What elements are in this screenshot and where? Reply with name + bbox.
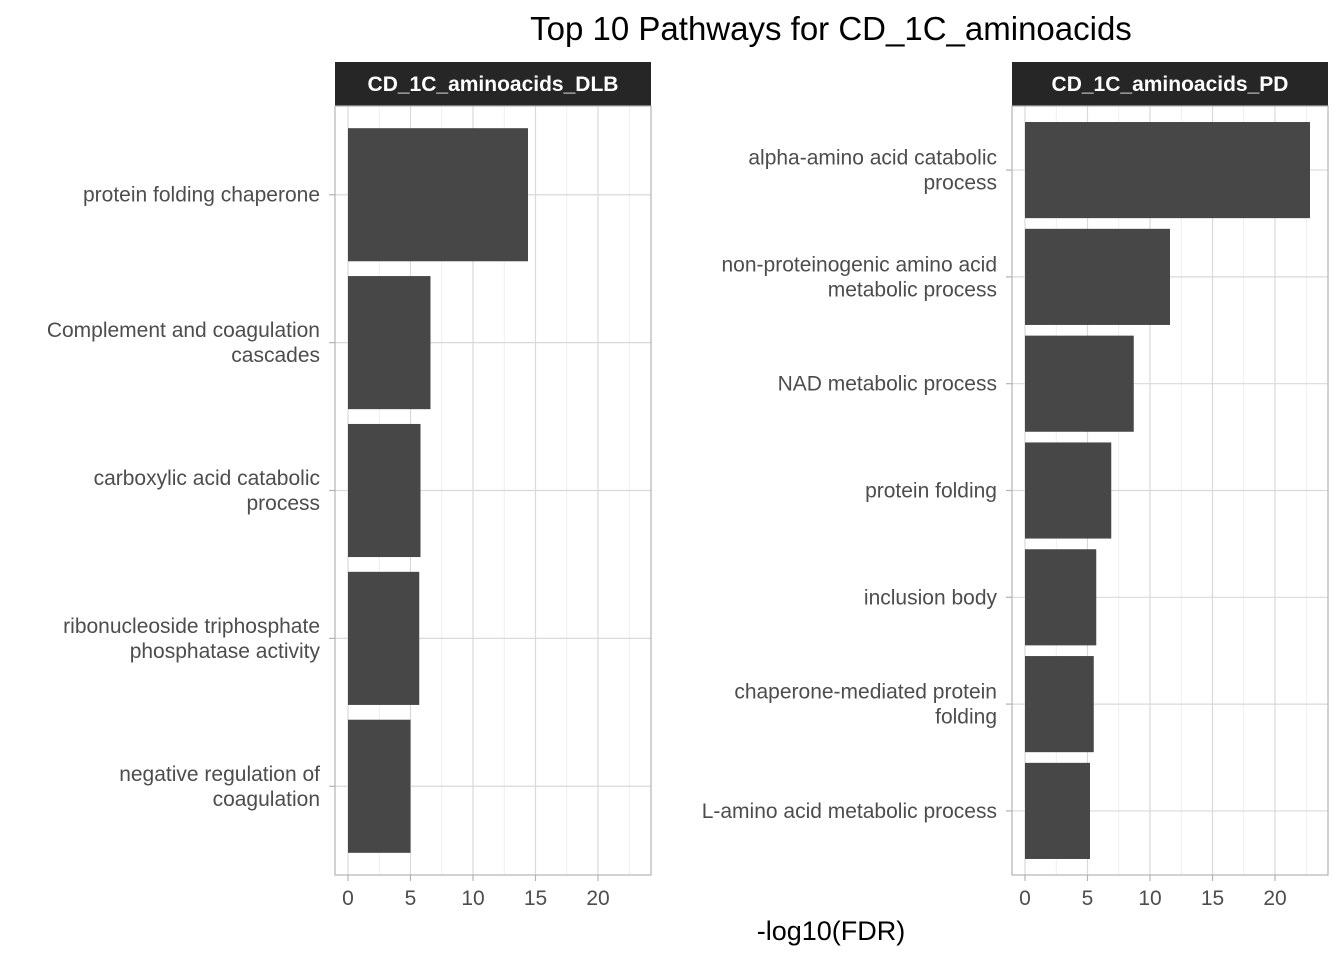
category-label-line: carboxylic acid catabolic xyxy=(94,467,320,490)
category-label-line: protein folding xyxy=(865,480,997,503)
bar xyxy=(1025,122,1310,219)
category-label: protein folding chaperone xyxy=(83,184,320,207)
category-label: ribonucleoside triphosphate phosphatase a… xyxy=(63,615,320,663)
chart-title: Top 10 Pathways for CD_1C_aminoacids xyxy=(530,10,1132,47)
category-label: NAD metabolic process xyxy=(778,373,997,396)
facet-strip-label: CD_1C_aminoacids_PD xyxy=(1052,73,1289,96)
bar xyxy=(1025,228,1170,325)
category-label: carboxylic acid catabolic process xyxy=(94,467,320,515)
x-tick-label: 0 xyxy=(1019,887,1031,910)
category-label-line: cascades xyxy=(231,344,320,367)
x-tick-label: 20 xyxy=(586,887,609,910)
x-tick-label: 0 xyxy=(342,887,354,910)
facet-strip-label: CD_1C_aminoacids_DLB xyxy=(368,73,619,96)
bar xyxy=(1025,335,1134,432)
category-label-line: metabolic process xyxy=(828,278,997,301)
category-label-line: chaperone-mediated protein xyxy=(734,681,997,704)
category-label: L-amino acid metabolic process xyxy=(702,800,997,823)
category-label: inclusion body xyxy=(864,586,998,609)
category-label-line: Complement and coagulation xyxy=(47,319,320,342)
facet-panel-2: CD_1C_aminoacids_PD alpha-amino acid cata… xyxy=(702,62,1329,910)
category-label-line: ribonucleoside triphosphate xyxy=(63,615,320,638)
x-tick-label: 10 xyxy=(461,887,484,910)
bar xyxy=(1025,549,1097,646)
bar xyxy=(348,276,431,410)
facet-strip xyxy=(1012,62,1328,106)
x-tick-label: 15 xyxy=(1201,887,1224,910)
category-label: chaperone-mediated protein folding xyxy=(734,681,997,729)
category-label: negative regulation of coagulation xyxy=(119,763,320,811)
category-label-line: protein folding chaperone xyxy=(83,184,320,207)
category-label-line: L-amino acid metabolic process xyxy=(702,800,997,823)
bar xyxy=(1025,762,1090,859)
x-tick-label: 20 xyxy=(1263,887,1286,910)
bar xyxy=(1025,656,1094,753)
bar xyxy=(348,719,411,853)
category-label: alpha-amino acid catabolic process xyxy=(748,147,997,195)
x-axis-title: -log10(FDR) xyxy=(757,916,906,946)
category-label-line: NAD metabolic process xyxy=(778,373,997,396)
category-label-line: inclusion body xyxy=(864,586,998,609)
category-label: non-proteinogenic amino acid metabolic pr… xyxy=(721,253,997,301)
category-label-line: phosphatase activity xyxy=(130,640,321,663)
category-label-line: process xyxy=(923,172,997,195)
x-tick-label: 5 xyxy=(405,887,417,910)
panel-border xyxy=(1011,105,1329,876)
category-label-line: process xyxy=(246,492,320,515)
category-label: Complement and coagulation cascades xyxy=(47,319,320,367)
category-label: protein folding xyxy=(865,480,997,503)
category-label-line: non-proteinogenic amino acid xyxy=(721,253,997,276)
bar xyxy=(348,128,528,262)
category-label-line: folding xyxy=(935,706,997,729)
facet-strip xyxy=(335,62,651,106)
category-label-line: alpha-amino acid catabolic xyxy=(748,147,997,170)
x-tick-label: 5 xyxy=(1082,887,1094,910)
category-label-line: coagulation xyxy=(213,788,320,811)
bar xyxy=(348,571,420,705)
x-tick-label: 10 xyxy=(1138,887,1161,910)
panel-border xyxy=(334,105,652,876)
category-label-line: negative regulation of xyxy=(119,763,320,786)
bar xyxy=(348,423,421,558)
x-tick-label: 15 xyxy=(524,887,547,910)
bar xyxy=(1025,442,1112,539)
